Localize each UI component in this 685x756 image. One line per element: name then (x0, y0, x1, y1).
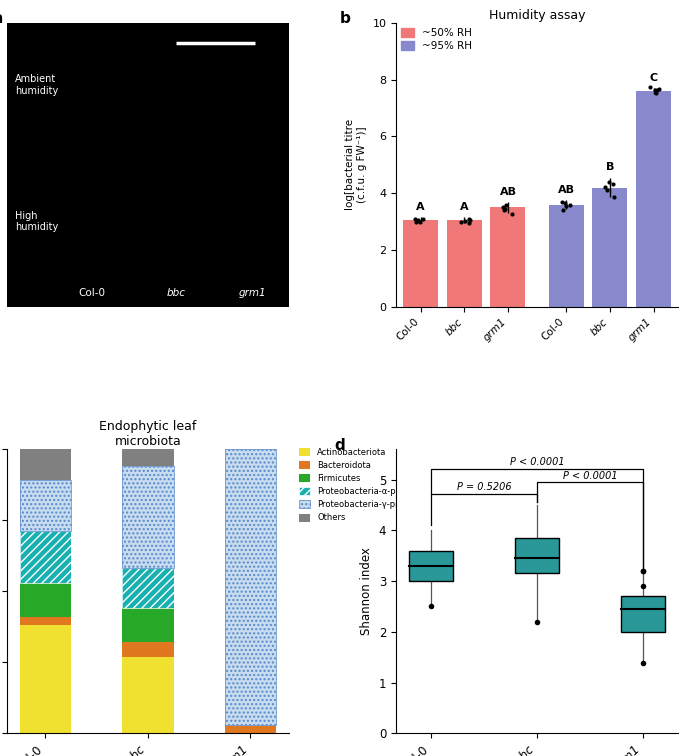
Bar (20, 625, 71, 733)
Text: d: d (334, 438, 345, 453)
Point (425, 600, 436, 612)
Point (638, 565, 649, 577)
Text: P < 0.0001: P < 0.0001 (563, 470, 617, 481)
Text: A: A (416, 203, 425, 212)
Bar (515, 538, 560, 574)
Bar (225, 725, 276, 733)
Bar (122, 466, 173, 569)
Point (599, 181, 610, 193)
Point (557, 196, 568, 208)
Point (565, 199, 576, 211)
Point (651, 87, 662, 99)
Bar (20, 531, 71, 583)
Bar (409, 550, 453, 581)
Point (414, 215, 425, 228)
Point (459, 215, 470, 227)
Point (507, 208, 518, 220)
Point (608, 178, 619, 191)
Bar (20, 531, 71, 583)
Text: Ambient
humidity: Ambient humidity (15, 74, 58, 96)
Point (409, 213, 420, 225)
Point (649, 84, 660, 96)
Point (463, 216, 474, 228)
Point (463, 213, 474, 225)
Bar (122, 569, 173, 609)
Bar (122, 569, 173, 609)
Point (499, 204, 510, 216)
Point (413, 214, 424, 226)
Bar (122, 466, 173, 569)
Text: b: b (340, 11, 351, 26)
Text: P = 0.5206: P = 0.5206 (457, 482, 512, 492)
Point (500, 203, 511, 215)
Point (501, 199, 512, 211)
Y-axis label: log[bacterial titre
(c.f.u. g FW⁻¹)]: log[bacterial titre (c.f.u. g FW⁻¹)] (345, 119, 366, 210)
Point (497, 201, 508, 213)
Text: grm1: grm1 (238, 288, 266, 299)
Bar (20, 449, 71, 480)
Legend: ~50% RH, ~95% RH: ~50% RH, ~95% RH (401, 28, 472, 51)
Text: C: C (649, 73, 658, 83)
Bar (20, 617, 71, 625)
Bar (122, 609, 173, 643)
Bar (447, 220, 482, 307)
Point (411, 216, 422, 228)
Point (532, 615, 543, 627)
Bar (20, 480, 71, 531)
Y-axis label: Shannon index: Shannon index (360, 547, 373, 635)
Point (644, 82, 655, 94)
Text: bbc: bbc (166, 288, 186, 299)
Point (456, 215, 466, 228)
Bar (403, 220, 438, 307)
Bar (20, 583, 71, 617)
Point (609, 191, 620, 203)
Text: P < 0.0001: P < 0.0001 (510, 457, 564, 467)
Bar (636, 91, 671, 307)
Text: Col-0: Col-0 (78, 288, 105, 299)
Point (638, 657, 649, 669)
Point (638, 565, 649, 577)
Bar (549, 205, 584, 307)
Point (560, 197, 571, 209)
Text: AB: AB (558, 185, 575, 195)
Point (464, 214, 475, 226)
Bar (20, 480, 71, 531)
Point (602, 184, 613, 197)
Point (651, 84, 662, 96)
Point (558, 203, 569, 215)
Bar (621, 596, 665, 632)
Bar (225, 449, 276, 725)
Legend: Actinobacteriota, Bacteroidota, Firmicutes, Proteobacteria-α-proteobacteria, Pro: Actinobacteriota, Bacteroidota, Firmicut… (299, 448, 452, 522)
Bar (122, 449, 173, 466)
Bar (490, 207, 525, 307)
Point (604, 176, 615, 188)
Point (560, 200, 571, 212)
Text: a: a (0, 11, 3, 26)
Point (418, 212, 429, 225)
Bar (122, 656, 173, 733)
Text: AB: AB (499, 187, 516, 197)
Bar (593, 187, 627, 307)
Title: Humidity assay: Humidity assay (489, 8, 586, 21)
Point (653, 82, 664, 94)
Point (638, 580, 649, 592)
Text: A: A (460, 203, 469, 212)
Bar (225, 449, 276, 725)
Bar (122, 643, 173, 656)
Text: High
humidity: High humidity (15, 211, 58, 232)
Text: B: B (606, 163, 614, 172)
Title: Endophytic leaf
microbiota: Endophytic leaf microbiota (99, 420, 197, 448)
